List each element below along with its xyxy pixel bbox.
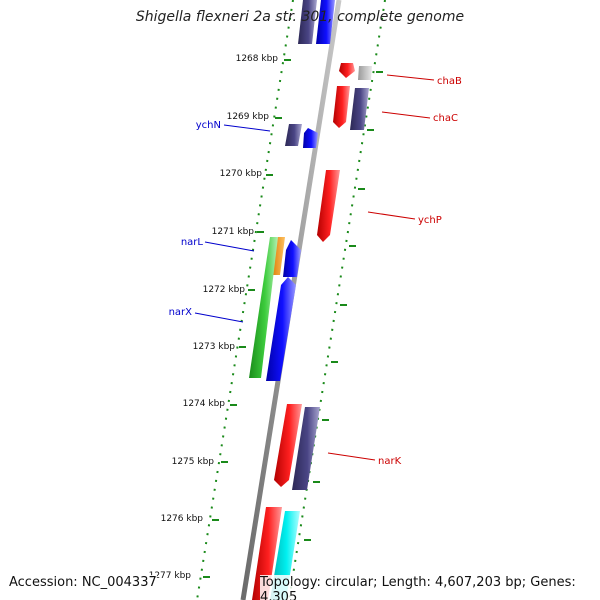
tick-label-1270: 1270 kbp: [220, 169, 263, 179]
gene-chaB-gray: [358, 66, 372, 80]
leader-narX: [194, 312, 244, 323]
leader-chaC: [381, 111, 431, 119]
gene-ychP: [317, 170, 340, 242]
gene-narL: [283, 240, 301, 277]
gene-labels: chaB chaC ychN ychP narL narX narK: [169, 76, 462, 467]
gene-narX: [249, 237, 278, 378]
tick-label-1276: 1276 kbp: [161, 514, 204, 524]
tick-label-1277: 1277 kbp: [149, 571, 192, 581]
outer-track-ticks: [304, 71, 383, 541]
tick-labels: 1268 kbp 1269 kbp 1270 kbp 1271 kbp 1272…: [149, 54, 279, 581]
gene-chaC-purple: [350, 88, 369, 130]
tick-label-1271: 1271 kbp: [212, 227, 255, 237]
gene-ychN: [303, 128, 318, 148]
gene-chaB: [339, 63, 355, 78]
gene-leader-lines: [194, 74, 435, 461]
leader-chaB: [386, 74, 435, 81]
gene-narX-blue: [266, 277, 296, 381]
forward-strand-genes: [317, 63, 372, 242]
gene-label-chaC: chaC: [433, 113, 458, 124]
gene-chaC: [333, 86, 350, 128]
map-title: Shigella flexneri 2a str. 301, complete …: [135, 9, 465, 25]
gene-label-ychN: ychN: [196, 120, 221, 131]
gene-narK-purple: [292, 407, 320, 490]
leader-narL: [204, 241, 255, 252]
tick-label-1268: 1268 kbp: [236, 54, 279, 64]
tick-label-1273: 1273 kbp: [193, 342, 236, 352]
leader-ychN: [223, 124, 271, 132]
gene-label-narK: narK: [378, 456, 402, 467]
gene-top-blue: [316, 0, 335, 44]
inner-track-ticks: [203, 59, 291, 578]
leader-narK: [327, 452, 376, 461]
accession-text: Accession: NC_004337: [9, 575, 157, 590]
leader-ychP: [367, 211, 416, 220]
gene-label-ychP: ychP: [418, 215, 442, 226]
reverse-strand-genes: [249, 0, 335, 600]
genome-summary-text: Topology: circular; Length: 4,607,203 bp…: [260, 575, 600, 600]
tick-label-1274: 1274 kbp: [183, 399, 226, 409]
tick-label-1269: 1269 kbp: [227, 112, 270, 122]
gene-label-chaB: chaB: [437, 76, 462, 87]
gene-label-narL: narL: [181, 237, 204, 248]
gene-top-purple: [298, 0, 317, 44]
gene-bottom-red: [252, 507, 282, 600]
tick-label-1272: 1272 kbp: [203, 285, 246, 295]
gene-label-narX: narX: [169, 307, 193, 318]
gene-ychN-purple: [285, 124, 302, 146]
gene-narK-red-left: [274, 404, 302, 487]
tick-label-1275: 1275 kbp: [172, 457, 215, 467]
